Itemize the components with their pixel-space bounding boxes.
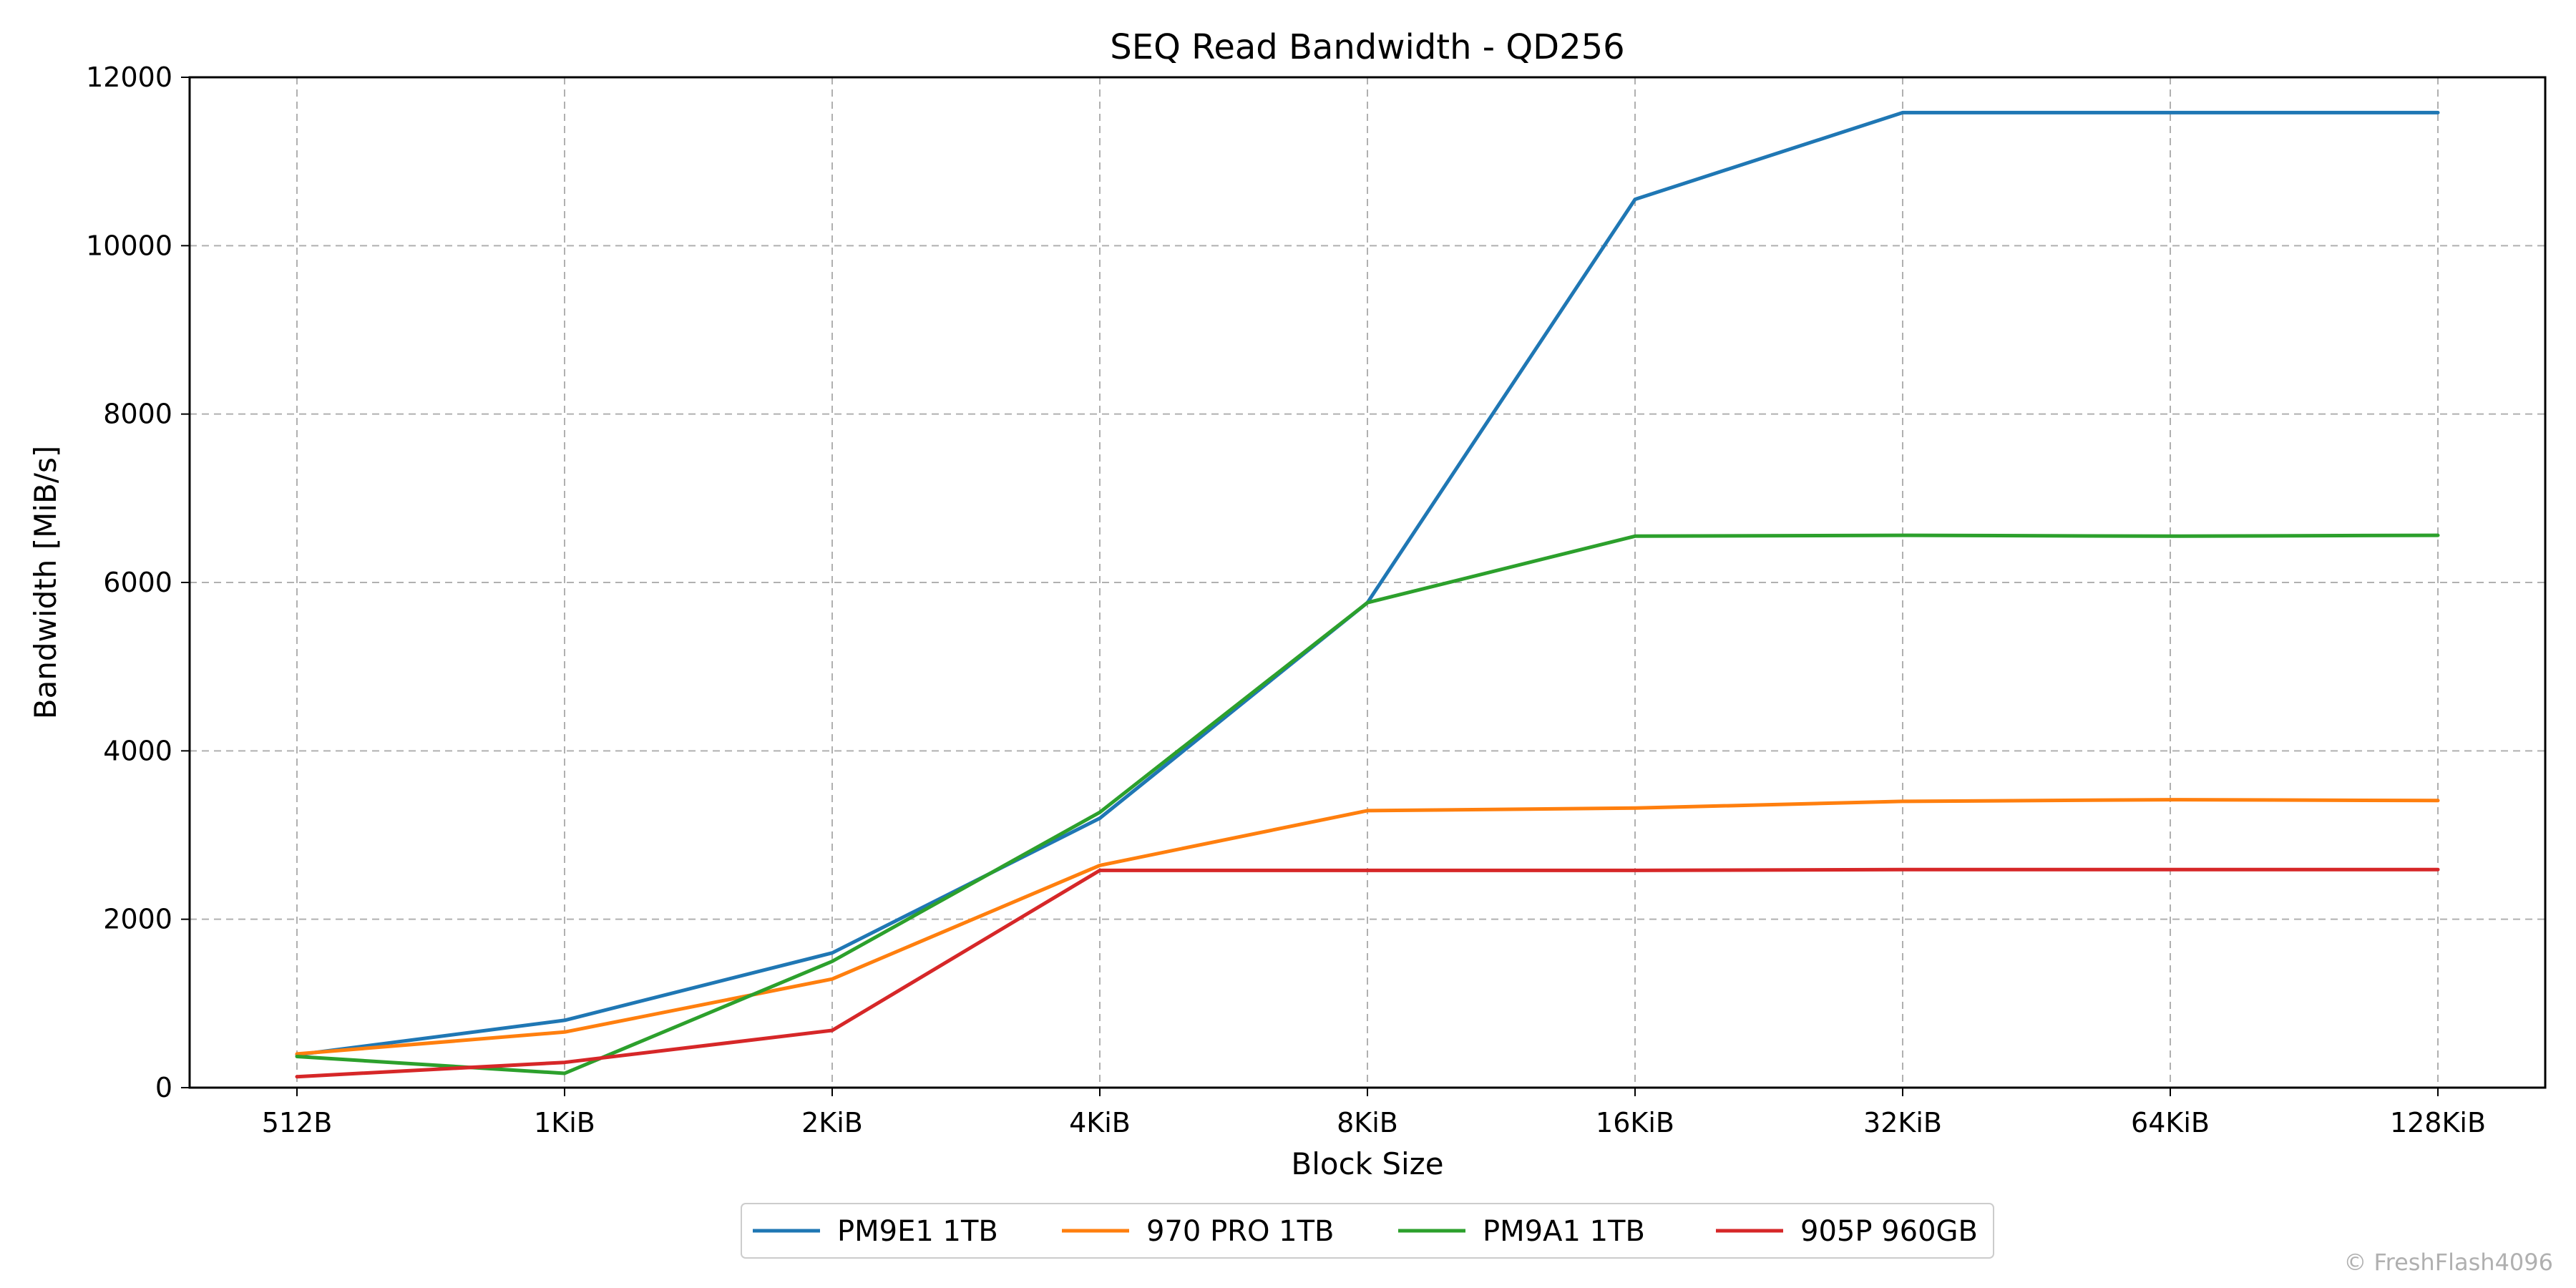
legend-items: PM9E1 1TB 970 PRO 1TB PM9A1 1TB 905P 960GB xyxy=(753,1215,1978,1248)
x-axis: 512B 1KiB 2KiB 4KiB 8KiB 16KiB 32KiB 64KiB 128Ki… xyxy=(262,1088,2486,1138)
series-lines xyxy=(295,110,2440,1079)
series-line xyxy=(295,867,2440,1079)
y-axis-title: Bandwidth [MiB/s] xyxy=(28,446,63,719)
y-tick-label: 6000 xyxy=(103,567,172,598)
x-axis-title: Block Size xyxy=(1291,1146,1443,1181)
series-line xyxy=(295,533,2440,1075)
y-tick-label: 10000 xyxy=(86,230,172,261)
legend-label: 905P 960GB xyxy=(1800,1215,1978,1248)
y-tick-label: 12000 xyxy=(86,62,172,93)
x-tick-label: 8KiB xyxy=(1337,1107,1398,1138)
series-line xyxy=(295,798,2440,1056)
x-tick-label: 128KiB xyxy=(2390,1107,2486,1138)
x-tick-label: 64KiB xyxy=(2131,1107,2210,1138)
y-tick-label: 2000 xyxy=(103,904,172,935)
legend-label: PM9E1 1TB xyxy=(837,1215,998,1248)
watermark: © FreshFlash4096 xyxy=(2343,1249,2553,1276)
legend-label: 970 PRO 1TB xyxy=(1146,1215,1335,1248)
x-tick-label: 32KiB xyxy=(1863,1107,1942,1138)
y-tick-label: 4000 xyxy=(103,735,172,766)
x-tick-label: 2KiB xyxy=(801,1107,863,1138)
chart-title: SEQ Read Bandwidth - QD256 xyxy=(1110,27,1624,67)
legend: PM9E1 1TB 970 PRO 1TB PM9A1 1TB 905P 960GB xyxy=(741,1203,1994,1259)
x-tick-label: 16KiB xyxy=(1596,1107,1674,1138)
y-tick-label: 8000 xyxy=(103,399,172,430)
legend-label: PM9A1 1TB xyxy=(1483,1215,1645,1248)
y-axis: 0 2000 4000 6000 8000 10000 12000 xyxy=(86,62,190,1103)
legend-frame xyxy=(741,1203,1994,1259)
x-tick-label: 4KiB xyxy=(1069,1107,1131,1138)
x-tick-label: 512B xyxy=(262,1107,333,1138)
x-tick-label: 1KiB xyxy=(534,1107,595,1138)
y-tick-label: 0 xyxy=(155,1072,172,1103)
